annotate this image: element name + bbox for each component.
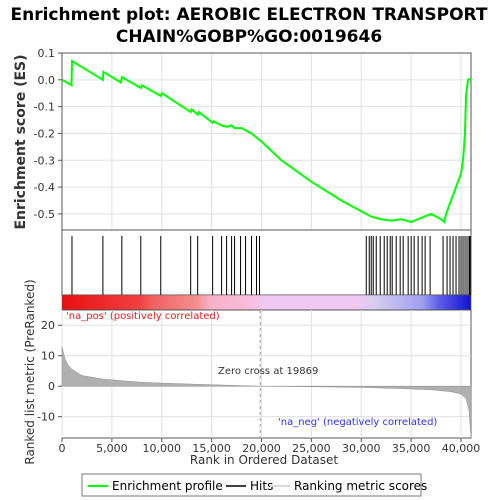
es-tick-label: -0.4 — [34, 181, 55, 194]
ranking-color-bar — [61, 294, 472, 311]
enrichment-profile-line — [61, 59, 471, 224]
hits-panel-frame — [61, 229, 472, 296]
es-tick-label: -0.1 — [34, 101, 55, 114]
x-tick-label: 35,000 — [392, 442, 431, 455]
metric-y-axis-ticks: 20 10 0 -10 — [37, 319, 62, 424]
es-tick-label: -0.2 — [34, 127, 55, 140]
metric-tick-label: 0 — [48, 380, 55, 393]
legend-label-hits: Hits — [250, 479, 273, 493]
x-axis-ticks: 0 5,000 10,000 15,000 20,000 25,000 30,000 35,0… — [59, 438, 481, 455]
es-tick-label: -0.3 — [34, 154, 55, 167]
x-tick-label: 25,000 — [292, 442, 331, 455]
es-tick-label: 0.0 — [38, 74, 56, 87]
x-tick-label: 10,000 — [143, 442, 182, 455]
es-y-axis-label: Enrichment score (ES) — [13, 54, 29, 229]
legend-box — [81, 473, 422, 497]
x-tick-label: 0 — [59, 442, 66, 455]
positive-correlation-label: 'na_pos' (positively correlated) — [66, 311, 220, 322]
x-tick-label: 30,000 — [342, 442, 381, 455]
hits-marks — [71, 236, 471, 295]
legend: Enrichment profile Hits Ranking metric sco… — [88, 479, 427, 493]
es-tick-label: 0.1 — [38, 47, 56, 60]
metric-y-axis-label: Ranked list metric (PreRanked) — [23, 279, 37, 464]
metric-tick-label: -10 — [37, 411, 55, 424]
negative-correlation-label: 'na_neg' (negatively correlated) — [278, 417, 437, 428]
plot-title-line2: CHAIN%GOBP%GO:0019646 — [116, 27, 382, 47]
x-tick-label: 15,000 — [192, 442, 231, 455]
es-y-axis-ticks: 0.1 0.0 -0.1 -0.2 -0.3 -0.4 -0.5 — [34, 47, 62, 221]
x-tick-label: 20,000 — [242, 442, 281, 455]
x-tick-label: 40,000 — [442, 442, 481, 455]
legend-label-enrichment: Enrichment profile — [112, 479, 223, 493]
plot-title-line1: Enrichment plot: AEROBIC ELECTRON TRANSP… — [11, 5, 488, 25]
metric-tick-label: 10 — [41, 350, 55, 363]
legend-label-ranking: Ranking metric scores — [294, 479, 427, 493]
x-axis-label: Rank in Ordered Dataset — [190, 453, 338, 467]
x-tick-label: 5,000 — [96, 442, 128, 455]
ranking-metric-area — [61, 346, 472, 439]
metric-tick-label: 20 — [41, 319, 55, 332]
zero-cross-label: Zero cross at 19869 — [218, 366, 318, 377]
es-tick-label: -0.5 — [34, 208, 55, 221]
